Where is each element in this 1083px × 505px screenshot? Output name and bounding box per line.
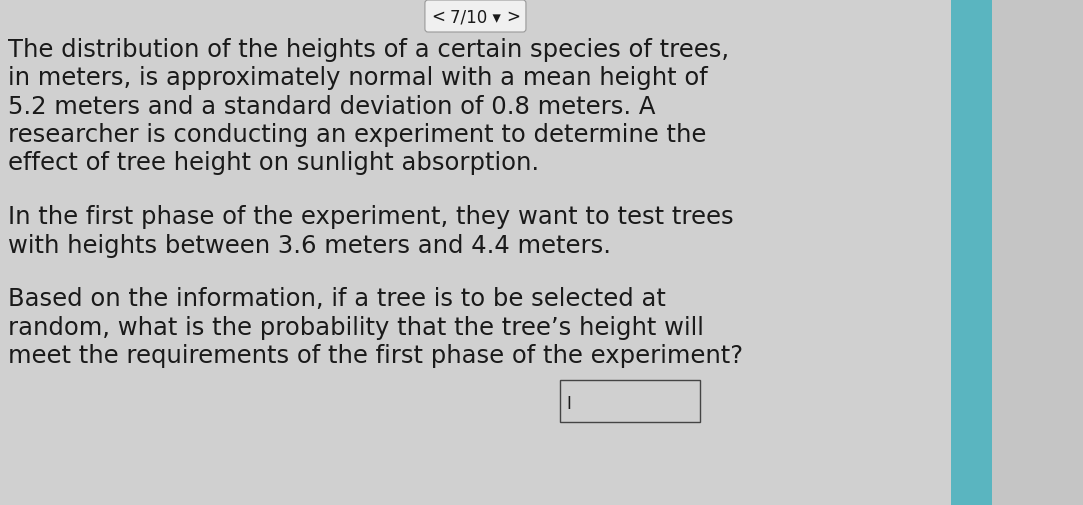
Text: researcher is conducting an experiment to determine the: researcher is conducting an experiment t… [8, 123, 706, 147]
Text: In the first phase of the experiment, they want to test trees: In the first phase of the experiment, th… [8, 205, 733, 229]
Text: meet the requirements of the first phase of the experiment?: meet the requirements of the first phase… [8, 343, 743, 368]
Text: 7/10 ▾: 7/10 ▾ [451, 8, 500, 26]
Text: 5.2 meters and a standard deviation of 0.8 meters. A: 5.2 meters and a standard deviation of 0… [8, 94, 655, 119]
Text: with heights between 3.6 meters and 4.4 meters.: with heights between 3.6 meters and 4.4 … [8, 233, 611, 257]
Text: The distribution of the heights of a certain species of trees,: The distribution of the heights of a cer… [8, 38, 729, 62]
FancyBboxPatch shape [0, 0, 992, 505]
FancyBboxPatch shape [560, 380, 700, 422]
Text: Based on the information, if a tree is to be selected at: Based on the information, if a tree is t… [8, 287, 666, 311]
Text: in meters, is approximately normal with a mean height of: in meters, is approximately normal with … [8, 66, 708, 90]
Text: <: < [431, 8, 445, 26]
Text: I: I [566, 394, 571, 413]
Text: random, what is the probability that the tree’s height will: random, what is the probability that the… [8, 315, 704, 339]
FancyBboxPatch shape [992, 0, 1083, 505]
FancyBboxPatch shape [951, 0, 992, 505]
FancyBboxPatch shape [425, 1, 526, 33]
Text: >: > [506, 8, 520, 26]
Text: effect of tree height on sunlight absorption.: effect of tree height on sunlight absorp… [8, 151, 539, 175]
